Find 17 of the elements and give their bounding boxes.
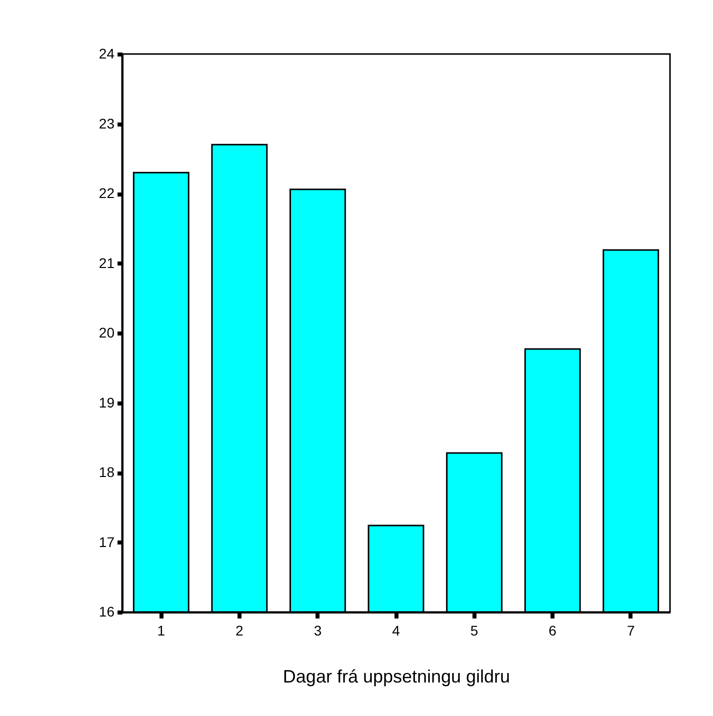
y-tick-label: 19 [98, 394, 115, 410]
y-tick-label: 23 [98, 115, 115, 132]
x-tick-label: 1 [157, 622, 166, 638]
x-tick-label: 6 [548, 622, 557, 638]
y-tick-label: 22 [98, 185, 115, 201]
x-tick-label: 3 [314, 622, 322, 638]
x-tick-label: 7 [626, 622, 635, 638]
y-tick-label: 21 [98, 254, 115, 271]
x-tick-label: 5 [470, 622, 478, 638]
y-tick-label: 17 [98, 534, 115, 550]
x-tick-label: 2 [236, 622, 244, 638]
y-tick-label: 16 [98, 604, 115, 620]
y-tick-label: 18 [98, 464, 115, 480]
x-axis-title: Dagar frá uppsetningu gildru [282, 666, 510, 686]
x-tick-label: 4 [392, 622, 400, 638]
y-tick-label: 20 [98, 324, 115, 340]
y-tick-label: 24 [98, 46, 115, 62]
